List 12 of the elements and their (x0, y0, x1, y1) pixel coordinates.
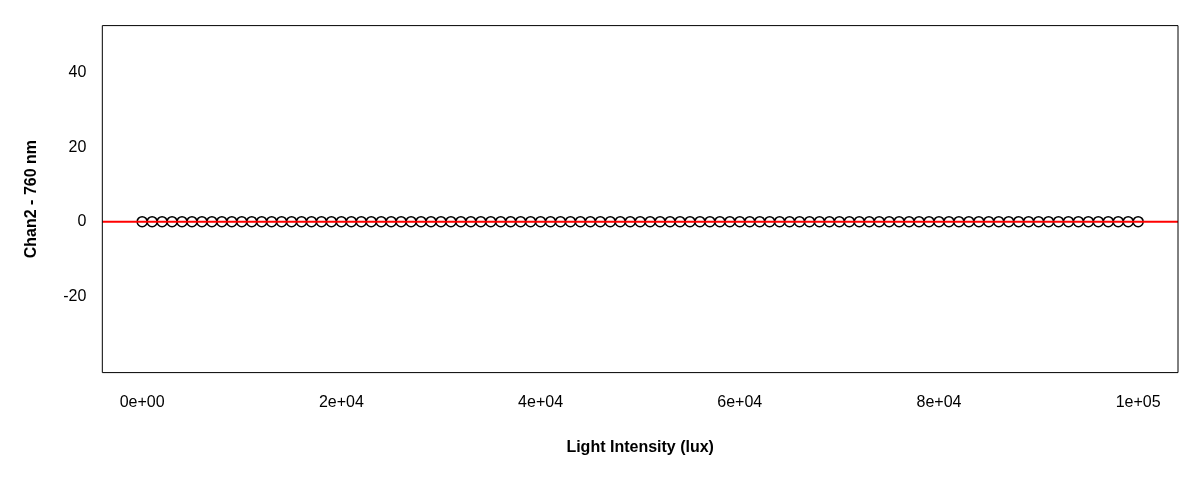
x-tick-label: 0e+00 (119, 392, 165, 410)
x-tick-label: 4e+04 (518, 392, 564, 410)
y-tick-label: 40 (68, 62, 87, 80)
y-axis-title: Chan2 - 760 nm (22, 139, 40, 259)
y-tick-label: -20 (63, 286, 87, 304)
y-tick-label: 20 (68, 137, 87, 155)
x-tick-label: 6e+04 (717, 392, 763, 410)
x-axis-title: Light Intensity (lux) (566, 437, 714, 455)
x-tick-label: 1e+05 (1115, 392, 1161, 410)
x-tick-label: 8e+04 (916, 392, 962, 410)
y-tick-label: 0 (77, 212, 87, 230)
x-tick-label: 2e+04 (318, 392, 364, 410)
